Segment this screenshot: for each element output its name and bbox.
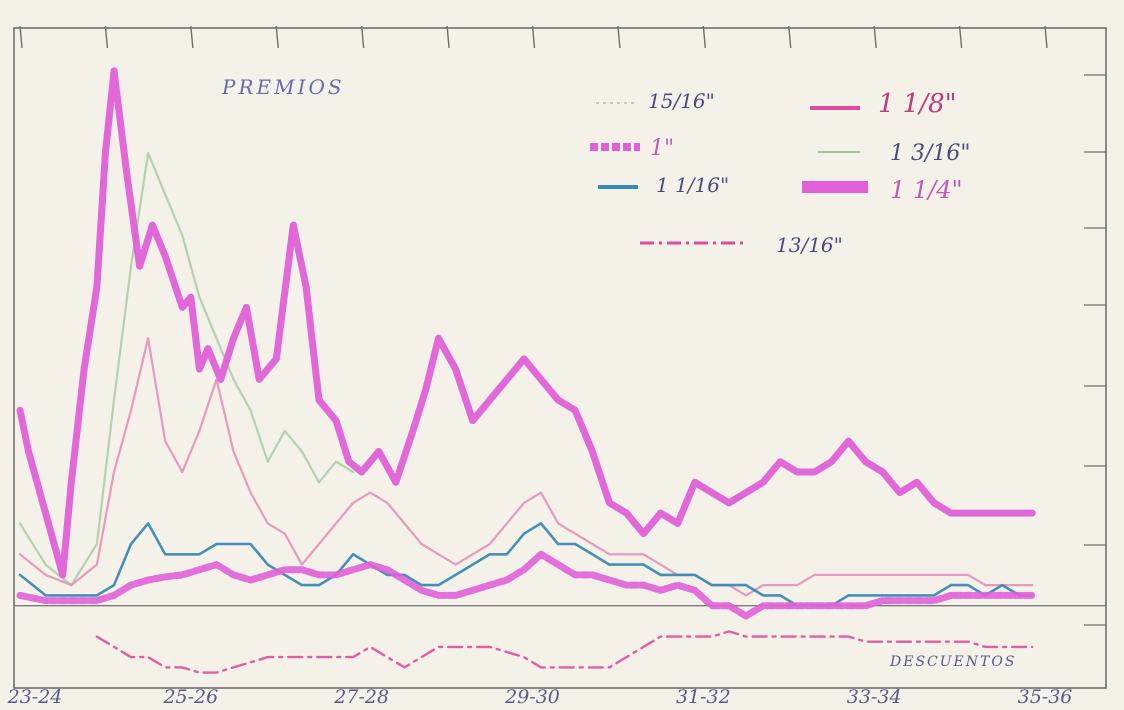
top-tick — [19, 25, 23, 49]
top-tick — [360, 25, 365, 49]
top-tick — [275, 25, 279, 49]
top-tick — [190, 25, 194, 49]
series-line-1-3-16 — [18, 152, 355, 587]
top-tick — [702, 25, 707, 49]
legend-label-1-1-4: 1 1/4" — [890, 176, 963, 204]
top-tick — [958, 25, 963, 49]
top-tick — [446, 25, 450, 49]
x-tick-label: 29-30 — [504, 686, 560, 708]
series-line-1 — [16, 550, 1036, 620]
x-tick-labels: 23-24 25-26 27-28 29-30 31-32 33-34 35-36 — [7, 686, 1073, 708]
series-layer — [16, 67, 1036, 674]
legend-label-13-16: 13/16" — [776, 233, 843, 257]
series-line-1-1-8 — [18, 337, 1034, 597]
x-tick-label: 33-34 — [847, 686, 902, 708]
top-tick — [873, 25, 877, 49]
top-tick — [1044, 25, 1048, 49]
top-tick — [617, 25, 621, 49]
x-tick-label: 27-28 — [333, 686, 389, 708]
top-tick-marks — [19, 25, 1048, 49]
top-tick — [104, 25, 109, 49]
legend-label-1-3-16: 1 3/16" — [890, 141, 971, 166]
series-line-1-1-16 — [18, 522, 1034, 608]
bottom-label-descuentos: DESCUENTOS — [889, 654, 1016, 670]
top-tick — [531, 25, 536, 49]
right-tick-marks — [1084, 74, 1106, 626]
x-tick-label: 35-36 — [1018, 686, 1073, 708]
legend-label-1-1-16: 1 1/16" — [656, 173, 729, 197]
legend: 15/16" 1 1/8" 1" 1 3/16" 1 1/16" 1 1/4" … — [590, 89, 971, 257]
x-tick-label: 23-24 — [7, 686, 63, 708]
x-tick-label: 31-32 — [676, 686, 731, 708]
top-tick — [788, 25, 792, 49]
chart-frame — [13, 27, 1107, 689]
legend-label-1-1-8: 1 1/8" — [878, 89, 957, 119]
series-line-13-16 — [95, 630, 1034, 674]
legend-label-15-16: 15/16" — [648, 89, 715, 113]
x-tick-label: 25-26 — [162, 686, 218, 708]
series-line-1-1-4 — [16, 67, 1036, 579]
legend-label-1: 1" — [650, 136, 674, 161]
chart-title: PREMIOS — [221, 75, 345, 99]
